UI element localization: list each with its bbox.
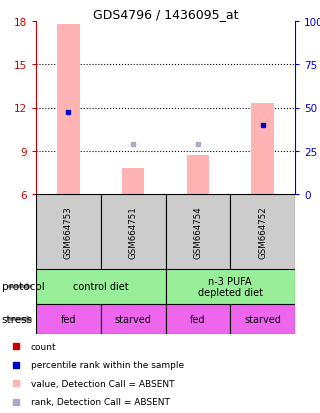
Text: stress: stress xyxy=(2,314,33,324)
Bar xyxy=(230,304,295,334)
Text: fed: fed xyxy=(190,314,206,324)
Bar xyxy=(101,304,165,334)
Text: GSM664751: GSM664751 xyxy=(129,206,138,258)
Text: count: count xyxy=(31,342,57,351)
Bar xyxy=(57,25,80,195)
Bar xyxy=(101,195,165,269)
Bar xyxy=(36,304,101,334)
Bar xyxy=(230,195,295,269)
Title: GDS4796 / 1436095_at: GDS4796 / 1436095_at xyxy=(93,8,238,21)
Bar xyxy=(165,269,295,304)
Text: value, Detection Call = ABSENT: value, Detection Call = ABSENT xyxy=(31,379,174,388)
Text: GSM664752: GSM664752 xyxy=(258,206,267,258)
Text: starved: starved xyxy=(115,314,152,324)
Text: GSM664754: GSM664754 xyxy=(193,206,202,258)
Text: protocol: protocol xyxy=(2,282,44,292)
Text: percentile rank within the sample: percentile rank within the sample xyxy=(31,360,184,369)
Text: GSM664753: GSM664753 xyxy=(64,206,73,258)
Text: starved: starved xyxy=(244,314,281,324)
Text: n-3 PUFA
depleted diet: n-3 PUFA depleted diet xyxy=(198,276,263,298)
Text: rank, Detection Call = ABSENT: rank, Detection Call = ABSENT xyxy=(31,397,170,406)
Text: fed: fed xyxy=(60,314,76,324)
Bar xyxy=(36,269,165,304)
Bar xyxy=(187,156,209,195)
Text: control diet: control diet xyxy=(73,282,129,292)
Bar xyxy=(165,195,230,269)
Bar xyxy=(165,304,230,334)
Bar xyxy=(122,169,144,195)
Bar xyxy=(36,195,101,269)
Bar xyxy=(251,104,274,195)
